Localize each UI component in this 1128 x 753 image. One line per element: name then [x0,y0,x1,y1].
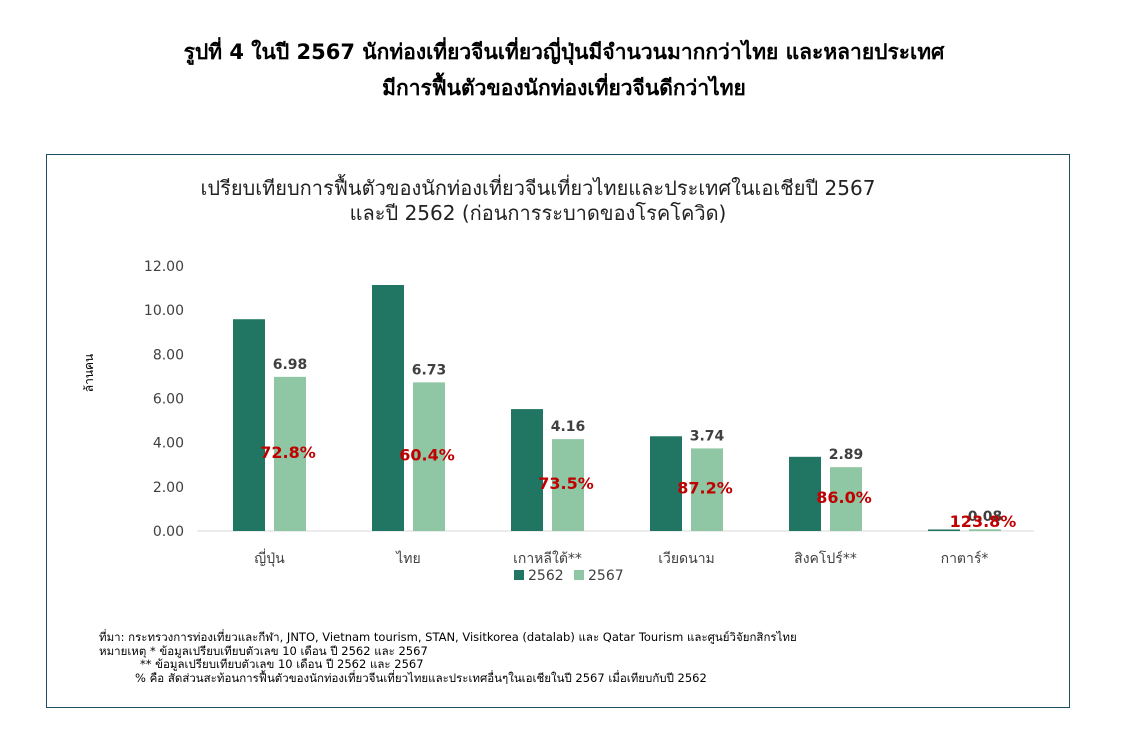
chart-title-line-2: และปี 2562 (ก่อนการระบาดของโรคโควิด) [350,201,727,225]
x-category-label: เกาหลีใต้** [513,550,582,567]
data-label-2567: 6.98 [273,357,308,373]
bar-2567 [413,382,445,531]
recovery-percent-label: 123.8% [950,512,1017,531]
y-tick-label: 4.00 [153,436,184,452]
bar-2562 [511,409,543,531]
bar-chart: เปรียบเทียบการฟื้นตัวของนักท่องเที่ยวจีน… [82,174,1034,584]
bar-2562 [650,436,682,531]
data-label-2567: 0.08 [968,509,1003,525]
bar-2567 [274,376,306,531]
bar-2562 [928,529,960,531]
plot-area: 0.00 2.00 4.00 6.00 8.00 10.00 12.00 6.98 72.8% ญ… [144,259,1034,584]
recovery-percent-label: 60.4% [399,446,455,465]
x-category-label: ไทย [395,550,420,567]
chart-frame: เปรียบเทียบการฟื้นตัวของนักท่องเที่ยวจีน… [46,154,1070,708]
legend-swatch-2567 [574,570,584,580]
legend-swatch-2562 [514,570,524,580]
data-label-2567: 2.89 [829,447,864,463]
y-tick-label: 0.00 [153,524,184,540]
legend-label-2562: 2562 [528,568,564,584]
y-axis-label: ล้านคน [82,354,96,393]
x-category-label: ญี่ปุ่น [254,549,285,567]
x-category-label: สิงคโปร์** [794,550,857,567]
y-tick-label: 8.00 [153,347,184,363]
recovery-percent-label: 86.0% [816,488,872,507]
remark-note-1: หมายเหตุ * ข้อมูลเปรียบเทียบตัวเลข 10 เด… [99,643,428,658]
heading-line-1: รูปที่ 4 ในปี 2567 นักท่องเที่ยวจีนเที่ย… [183,40,945,64]
heading-line-2: มีการฟื้นตัวของนักท่องเที่ยวจีนดีกว่าไทย [382,76,746,100]
data-label-2567: 3.74 [690,428,725,444]
chart-notes: ที่มา: กระทรวงการท่องเที่ยวและกีฬา, JNTO… [99,630,797,685]
bar-2567 [691,448,723,531]
remark-note-2: ** ข้อมูลเปรียบเทียบตัวเลข 10 เดือน ปี 2… [140,657,424,671]
recovery-percent-label: 73.5% [538,474,594,493]
chart-title-line-1: เปรียบเทียบการฟื้นตัวของนักท่องเที่ยวจีน… [201,174,876,200]
x-category-label: เวียดนาม [658,551,715,567]
y-tick-label: 10.00 [144,303,184,319]
bar-2567 [969,529,1001,531]
recovery-percent-label: 87.2% [677,479,733,498]
x-category-label: กาตาร์* [941,550,989,567]
bar-2562 [233,319,265,531]
y-tick-label: 12.00 [144,259,184,275]
remark-note-3: % คือ สัดส่วนสะท้อนการฟื้นตัวของนักท่องเ… [135,670,707,685]
bar-2567 [552,439,584,531]
bar-2567 [830,467,862,531]
legend-label-2567: 2567 [588,568,624,584]
data-label-2567: 4.16 [551,419,586,435]
bar-2562 [372,284,404,531]
source-note: ที่มา: กระทรวงการท่องเที่ยวและกีฬา, JNTO… [99,630,797,644]
page-heading: รูปที่ 4 ในปี 2567 นักท่องเที่ยวจีนเที่ย… [0,34,1128,106]
y-tick-label: 6.00 [153,392,184,408]
data-label-2567: 6.73 [412,362,447,378]
y-tick-label: 2.00 [153,480,184,496]
recovery-percent-label: 72.8% [260,443,316,462]
bar-2562 [789,456,821,531]
